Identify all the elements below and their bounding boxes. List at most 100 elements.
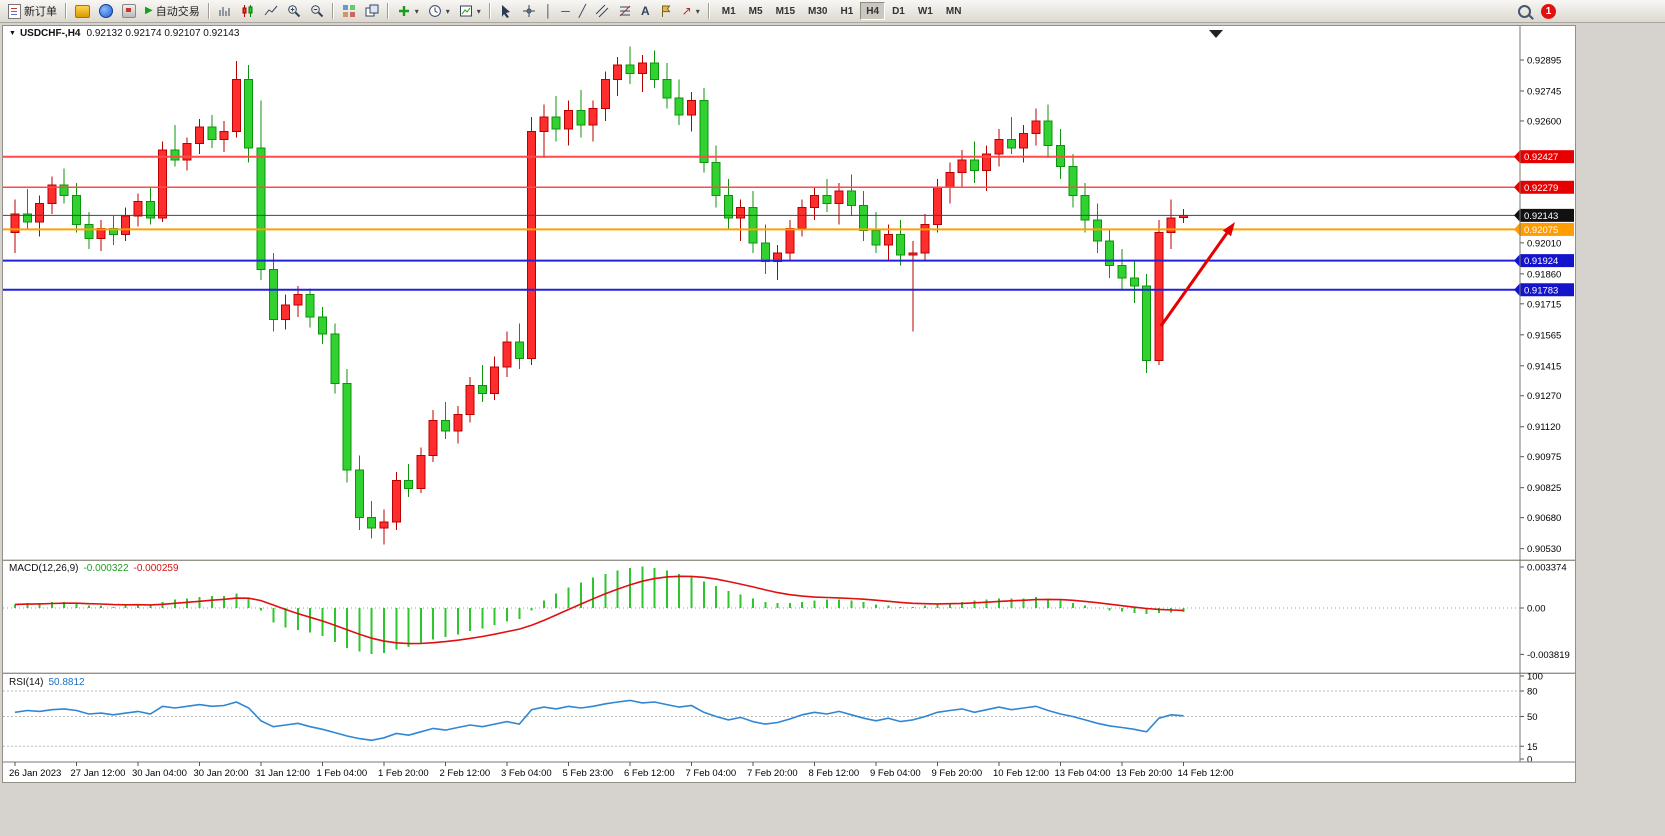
- chart-plot-area[interactable]: [3, 26, 1520, 762]
- search-icon: [1518, 4, 1531, 18]
- text-icon: A: [641, 4, 650, 18]
- add-indicator-icon: [398, 6, 409, 16]
- chevron-down-icon: ▾: [476, 6, 481, 16]
- tile-windows-icon: [342, 5, 355, 17]
- svg-text:0.91120: 0.91120: [1527, 422, 1561, 433]
- svg-text:0.92143: 0.92143: [1524, 211, 1558, 222]
- toolbar-separator: [386, 3, 389, 19]
- svg-text:1 Feb 04:00: 1 Feb 04:00: [317, 768, 368, 779]
- svg-text:0.91270: 0.91270: [1527, 391, 1561, 402]
- timeframe-button-h4[interactable]: H4: [860, 2, 886, 20]
- cursor-button[interactable]: [495, 2, 517, 21]
- time-axis-labels: 26 Jan 2023 27 Jan 12:00 30 Jan 04:00 30 Ja…: [9, 762, 1234, 779]
- toolbar: 新订单 ▶ 自动交易: [0, 0, 1665, 23]
- horizontal-line-button[interactable]: ─: [557, 2, 574, 21]
- chevron-down-icon: ▾: [695, 6, 700, 16]
- cursor-icon: [501, 5, 510, 18]
- navigator-icon: [99, 4, 113, 18]
- chart-shift-marker-icon[interactable]: [1209, 30, 1223, 38]
- time-axis[interactable]: [3, 762, 1575, 782]
- crosshair-button[interactable]: [518, 2, 540, 21]
- timeframe-button-h1[interactable]: H1: [834, 2, 859, 20]
- timeframe-button-m5[interactable]: M5: [743, 2, 769, 20]
- horizontal-line-icon: ─: [561, 4, 570, 18]
- svg-text:0.91565: 0.91565: [1527, 330, 1561, 341]
- zoom-out-button[interactable]: [306, 2, 328, 21]
- toolbar-separator: [207, 3, 210, 19]
- bar-chart-button[interactable]: [214, 2, 236, 21]
- svg-text:0.91715: 0.91715: [1527, 299, 1561, 310]
- svg-text:9 Feb 04:00: 9 Feb 04:00: [870, 768, 921, 779]
- svg-text:0.90825: 0.90825: [1527, 483, 1561, 494]
- svg-text:1 Feb 20:00: 1 Feb 20:00: [378, 768, 429, 779]
- search-button[interactable]: [1514, 2, 1535, 21]
- chart-window: 0.92895 0.92745 0.92600 0.92010 0.91860 0.917…: [2, 25, 1576, 783]
- tile-windows-button[interactable]: [338, 2, 360, 21]
- crosshair-icon: [522, 5, 535, 17]
- line-chart-icon: [264, 5, 278, 16]
- svg-text:0.91783: 0.91783: [1524, 285, 1558, 296]
- candlesticks: [10, 46, 1188, 545]
- svg-text:15: 15: [1527, 742, 1538, 753]
- market-watch-button[interactable]: [71, 2, 94, 21]
- svg-text:10 Feb 12:00: 10 Feb 12:00: [993, 768, 1049, 779]
- autotrading-button[interactable]: ▶ 自动交易: [141, 2, 204, 21]
- channel-button[interactable]: [591, 2, 613, 21]
- svg-text:30 Jan 20:00: 30 Jan 20:00: [194, 768, 249, 779]
- price-axis-ticks: 0.92895 0.92745 0.92600 0.92010 0.91860 0.917…: [1520, 56, 1561, 555]
- templates-menu-button[interactable]: ▾: [455, 2, 485, 21]
- svg-text:0.92895: 0.92895: [1527, 56, 1561, 67]
- shapes-button[interactable]: ↗ ▾: [678, 2, 704, 21]
- fibonacci-button[interactable]: [614, 2, 636, 21]
- timeframe-button-d1[interactable]: D1: [886, 2, 911, 20]
- cascade-windows-button[interactable]: [361, 2, 383, 21]
- new-order-icon: [8, 3, 21, 19]
- zoom-out-icon: [310, 5, 323, 18]
- label-flag-icon: [661, 5, 671, 17]
- chevron-down-icon: ▾: [414, 6, 419, 16]
- svg-text:0.92745: 0.92745: [1527, 86, 1561, 97]
- price-axis[interactable]: [1520, 26, 1575, 762]
- clock-icon: [428, 5, 441, 17]
- terminal-icon: [122, 4, 136, 18]
- svg-text:3 Feb 04:00: 3 Feb 04:00: [501, 768, 552, 779]
- notification-badge[interactable]: 1: [1541, 3, 1556, 19]
- timeframe-button-m15[interactable]: M15: [770, 2, 801, 20]
- svg-text:50: 50: [1527, 712, 1538, 723]
- toolbar-separator: [707, 3, 710, 19]
- svg-text:0.92279: 0.92279: [1524, 183, 1558, 194]
- timeframe-button-m1[interactable]: M1: [716, 2, 742, 20]
- vertical-line-button[interactable]: │: [541, 2, 557, 21]
- new-order-label: 新订单: [24, 6, 57, 18]
- candlestick-chart-icon: [242, 5, 253, 17]
- toolbar-separator: [488, 3, 491, 19]
- svg-text:0.92075: 0.92075: [1524, 225, 1558, 236]
- trendline-button[interactable]: ╱: [575, 2, 590, 21]
- toolbar-right-group: 1: [1514, 2, 1556, 21]
- trend-arrow-annotation[interactable]: [1159, 222, 1235, 327]
- timeframe-button-m30[interactable]: M30: [802, 2, 833, 20]
- autotrading-label: 自动交易: [155, 6, 200, 18]
- line-chart-button[interactable]: [260, 2, 282, 21]
- fibonacci-icon: [619, 5, 631, 17]
- svg-text:0.92010: 0.92010: [1527, 238, 1561, 249]
- svg-text:13 Feb 04:00: 13 Feb 04:00: [1055, 768, 1111, 779]
- navigator-button[interactable]: [95, 2, 117, 21]
- autotrading-play-icon: ▶: [145, 5, 153, 16]
- label-button[interactable]: [655, 2, 677, 21]
- price-level-lines[interactable]: 0.92427 0.92279 0.92143 0.92075 0.91924 0.917…: [3, 150, 1574, 297]
- timeframe-button-mn[interactable]: MN: [940, 2, 968, 20]
- toolbar-separator: [331, 3, 334, 19]
- new-order-button[interactable]: 新订单: [4, 2, 61, 21]
- add-indicator-button[interactable]: ▾: [393, 2, 423, 21]
- candlestick-chart-button[interactable]: [237, 2, 259, 21]
- svg-text:14 Feb 12:00: 14 Feb 12:00: [1178, 768, 1234, 779]
- timeframe-button-w1[interactable]: W1: [912, 2, 939, 20]
- rsi-line: [14, 699, 1184, 742]
- svg-text:100: 100: [1527, 672, 1543, 683]
- text-button[interactable]: A: [637, 2, 654, 21]
- terminal-button[interactable]: [118, 2, 140, 21]
- timeframe-group: M1 M5 M15 M30 H1 H4 D1 W1 MN: [716, 2, 968, 20]
- zoom-in-button[interactable]: [283, 2, 305, 21]
- periods-menu-button[interactable]: ▾: [424, 2, 454, 21]
